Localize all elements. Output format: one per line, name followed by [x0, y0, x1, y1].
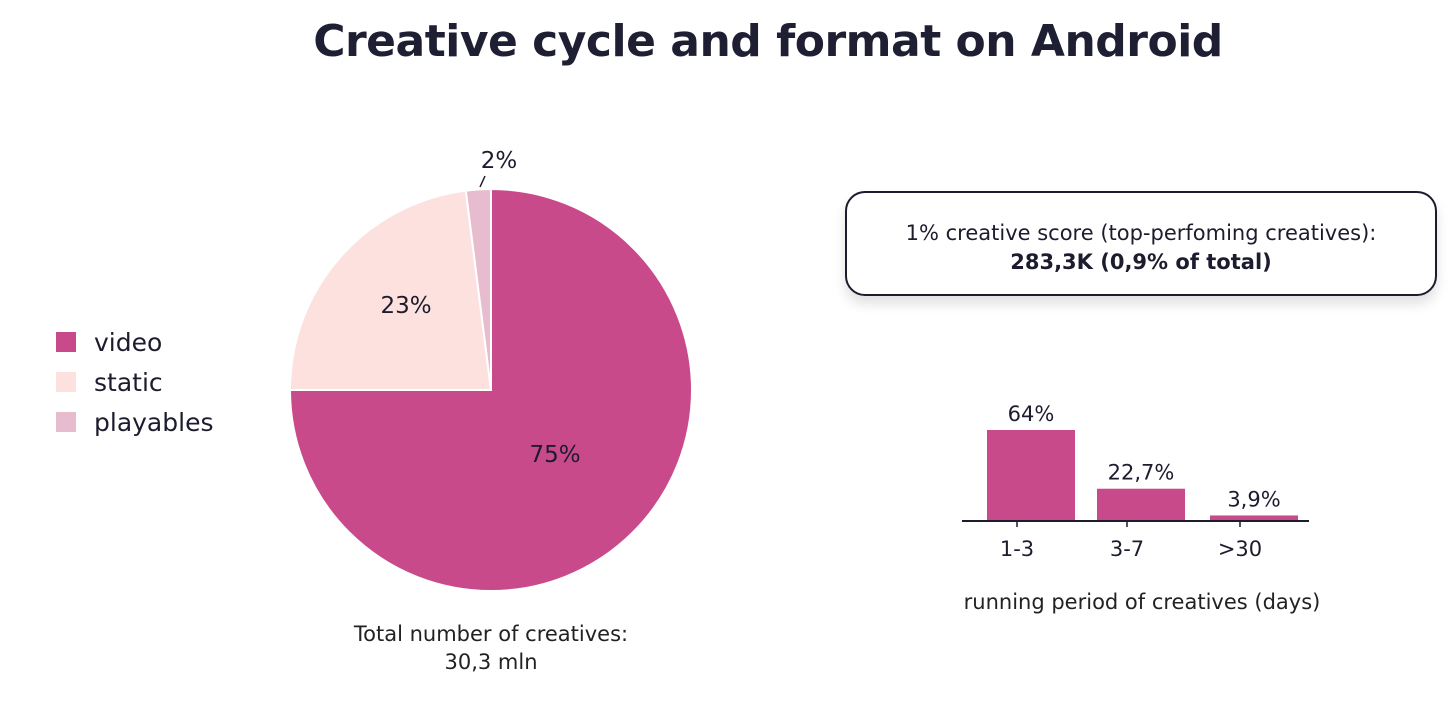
- legend-item-video: video: [56, 322, 213, 362]
- legend-item-static: static: [56, 362, 213, 402]
- pie-label-playables: 2%: [481, 148, 518, 174]
- bar-1-3: [987, 430, 1075, 521]
- x-tick-label: 1-3: [1000, 537, 1034, 561]
- legend-swatch: [56, 412, 76, 432]
- pie-caption-line2: 30,3 mln: [444, 650, 538, 674]
- bar-value-label: 64%: [1008, 402, 1055, 426]
- bar-value-label: 3,9%: [1227, 487, 1280, 511]
- score-box: 1% creative score (top-perfoming creativ…: [845, 191, 1437, 296]
- legend-label: static: [94, 367, 163, 397]
- bar-x-label: running period of creatives (days): [963, 590, 1321, 614]
- pie-caption: Total number of creatives: 30,3 mln: [291, 620, 691, 676]
- pie-slice-static: [288, 189, 493, 391]
- score-box-value: 283,3K (0,9% of total): [1010, 250, 1272, 274]
- x-tick-label: 3-7: [1110, 537, 1144, 561]
- pie-slice-playables: [464, 187, 492, 391]
- x-tick-label: >30: [1218, 537, 1262, 561]
- pie-leader-line: [479, 175, 486, 188]
- chart-title: Creative cycle and format on Android: [313, 16, 1223, 67]
- legend-swatch: [56, 332, 76, 352]
- score-box-line1: 1% creative score (top-perfoming creativ…: [905, 221, 1377, 245]
- pie-label-static: 23%: [380, 293, 431, 319]
- legend-item-playables: playables: [56, 402, 213, 442]
- bar->30: [1210, 515, 1298, 521]
- pie-legend: video static playables: [56, 322, 213, 442]
- legend-label: playables: [94, 407, 214, 437]
- legend-label: video: [94, 327, 163, 357]
- pie-caption-line1: Total number of creatives:: [353, 622, 629, 646]
- legend-swatch: [56, 372, 76, 392]
- bar-value-label: 22,7%: [1108, 461, 1175, 485]
- bar-3-7: [1097, 488, 1185, 521]
- pie-label-video: 75%: [529, 442, 580, 468]
